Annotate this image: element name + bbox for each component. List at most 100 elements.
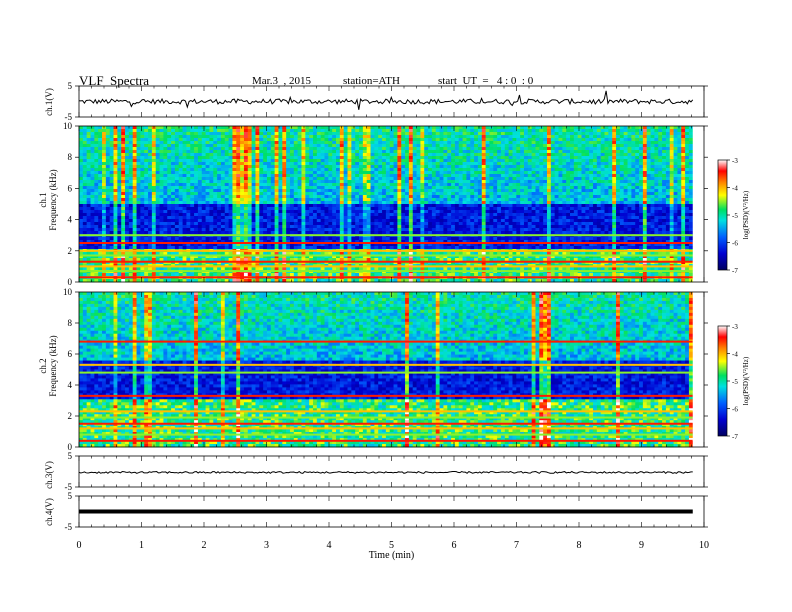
spectrogram-cell bbox=[639, 141, 644, 145]
spectrogram-cell bbox=[612, 168, 617, 172]
spectrogram-cell bbox=[420, 213, 425, 217]
spectrogram-cell bbox=[217, 159, 222, 163]
spectrogram-cell bbox=[462, 156, 467, 160]
spectrogram-cell bbox=[86, 198, 91, 202]
spectrogram-cell bbox=[324, 138, 329, 142]
spectrogram-cell bbox=[182, 192, 187, 196]
spectrogram-cell bbox=[623, 210, 628, 214]
spectrogram-cell bbox=[585, 207, 590, 211]
spectrogram-cell bbox=[220, 174, 226, 178]
spectrogram-cell bbox=[481, 216, 487, 220]
spectrogram-cell bbox=[163, 207, 168, 211]
spectrogram-cell bbox=[286, 159, 291, 163]
spectrogram-cell bbox=[616, 132, 621, 136]
spectrogram-cell bbox=[232, 216, 237, 220]
spectrogram-cell bbox=[596, 171, 602, 175]
spectrogram-cell bbox=[378, 213, 383, 217]
spectrogram-cell bbox=[385, 213, 391, 217]
spectrogram-cell bbox=[681, 141, 686, 145]
spectrogram-cell bbox=[266, 135, 272, 139]
spectrogram-cell bbox=[543, 210, 548, 214]
spectrogram-cell bbox=[573, 189, 579, 193]
spectrogram-cell bbox=[451, 144, 456, 148]
spectrogram-cell bbox=[543, 138, 548, 142]
spectrogram-cell bbox=[420, 192, 425, 196]
spectrogram-cell bbox=[562, 129, 567, 133]
spectrogram-cell bbox=[163, 168, 168, 172]
spectrogram-cell bbox=[516, 210, 521, 214]
spectrogram-cell bbox=[385, 216, 391, 220]
spectrogram-cell bbox=[458, 147, 463, 151]
spectrogram-cell bbox=[570, 210, 575, 214]
spectrogram-cell bbox=[240, 213, 245, 217]
spectrogram-cell bbox=[186, 126, 191, 130]
spectrogram-cell bbox=[428, 165, 433, 169]
spectrogram-cell bbox=[336, 150, 341, 154]
spectrogram-cell bbox=[520, 162, 525, 166]
spectrogram-cell bbox=[393, 135, 398, 139]
spectrogram-cell bbox=[236, 177, 241, 181]
spectrogram-cell bbox=[497, 183, 502, 187]
spectrogram-cell bbox=[462, 192, 467, 196]
spectrogram-cell bbox=[144, 129, 149, 133]
spectrogram-cell bbox=[240, 174, 245, 178]
spectrogram-cell bbox=[286, 195, 291, 199]
spectrogram-cell bbox=[293, 153, 299, 157]
spectrogram-cell bbox=[174, 207, 180, 211]
spectrogram-cell bbox=[282, 192, 287, 196]
spectrogram-cell bbox=[197, 150, 203, 154]
spectrogram-cell bbox=[635, 141, 640, 145]
spectrogram-cell bbox=[646, 216, 651, 220]
spectrogram-cell bbox=[677, 138, 682, 142]
spectrogram-cell bbox=[550, 216, 556, 220]
spectrogram-cell bbox=[677, 195, 682, 199]
spectrogram-cell bbox=[516, 171, 521, 175]
spectrogram-cell bbox=[669, 156, 674, 160]
spectrogram-cell bbox=[82, 207, 88, 211]
spectrogram-cell bbox=[144, 183, 149, 187]
spectrogram-cell bbox=[251, 186, 256, 190]
spectrogram-cell bbox=[102, 138, 107, 142]
spectrogram-cell bbox=[385, 180, 391, 184]
spectrogram-cell bbox=[527, 141, 533, 145]
spectrogram-cell bbox=[470, 132, 475, 136]
spectrogram-cell bbox=[520, 201, 525, 205]
spectrogram-cell bbox=[282, 138, 287, 142]
spectrogram-cell bbox=[500, 204, 506, 208]
spectrogram-cell bbox=[79, 177, 84, 181]
spectrogram-cell bbox=[140, 180, 145, 184]
spectrogram-cell bbox=[516, 138, 521, 142]
spectrogram-cell bbox=[309, 177, 314, 181]
spectrogram-cell bbox=[167, 132, 172, 136]
spectrogram-cell bbox=[662, 141, 667, 145]
spectrogram-cell bbox=[477, 129, 483, 133]
spectrogram-cell bbox=[546, 126, 552, 130]
spectrogram-cell bbox=[635, 180, 640, 184]
spectrogram-cell bbox=[616, 195, 621, 199]
spectrogram-cell bbox=[201, 162, 206, 166]
spectrogram-cell bbox=[646, 162, 651, 166]
spectrogram-cell bbox=[623, 183, 628, 187]
spectrogram-cell bbox=[128, 204, 134, 208]
spectrogram-cell bbox=[523, 129, 529, 133]
spectrogram-cell bbox=[431, 147, 437, 151]
spectrogram-cell bbox=[336, 144, 341, 148]
spectrogram-cell bbox=[535, 189, 540, 193]
spectrogram-cell bbox=[201, 186, 206, 190]
spectrogram-cell bbox=[236, 186, 241, 190]
spectrogram-cell bbox=[573, 201, 579, 205]
spectrogram-cell bbox=[685, 183, 690, 187]
spectrogram-cell bbox=[481, 150, 487, 154]
spectrogram-cell bbox=[508, 192, 513, 196]
spectrogram-cell bbox=[654, 186, 659, 190]
spectrogram-cell bbox=[336, 141, 341, 145]
spectrogram-cell bbox=[113, 174, 118, 178]
spectrogram-cell bbox=[105, 150, 111, 154]
spectrogram-cell bbox=[263, 189, 268, 193]
spectrogram-cell bbox=[309, 162, 314, 166]
spectrogram-cell bbox=[562, 153, 567, 157]
spectrogram-cell bbox=[554, 126, 559, 130]
spectrogram-cell bbox=[132, 213, 137, 217]
spectrogram-cell bbox=[577, 153, 582, 157]
spectrogram-cell bbox=[619, 198, 625, 202]
